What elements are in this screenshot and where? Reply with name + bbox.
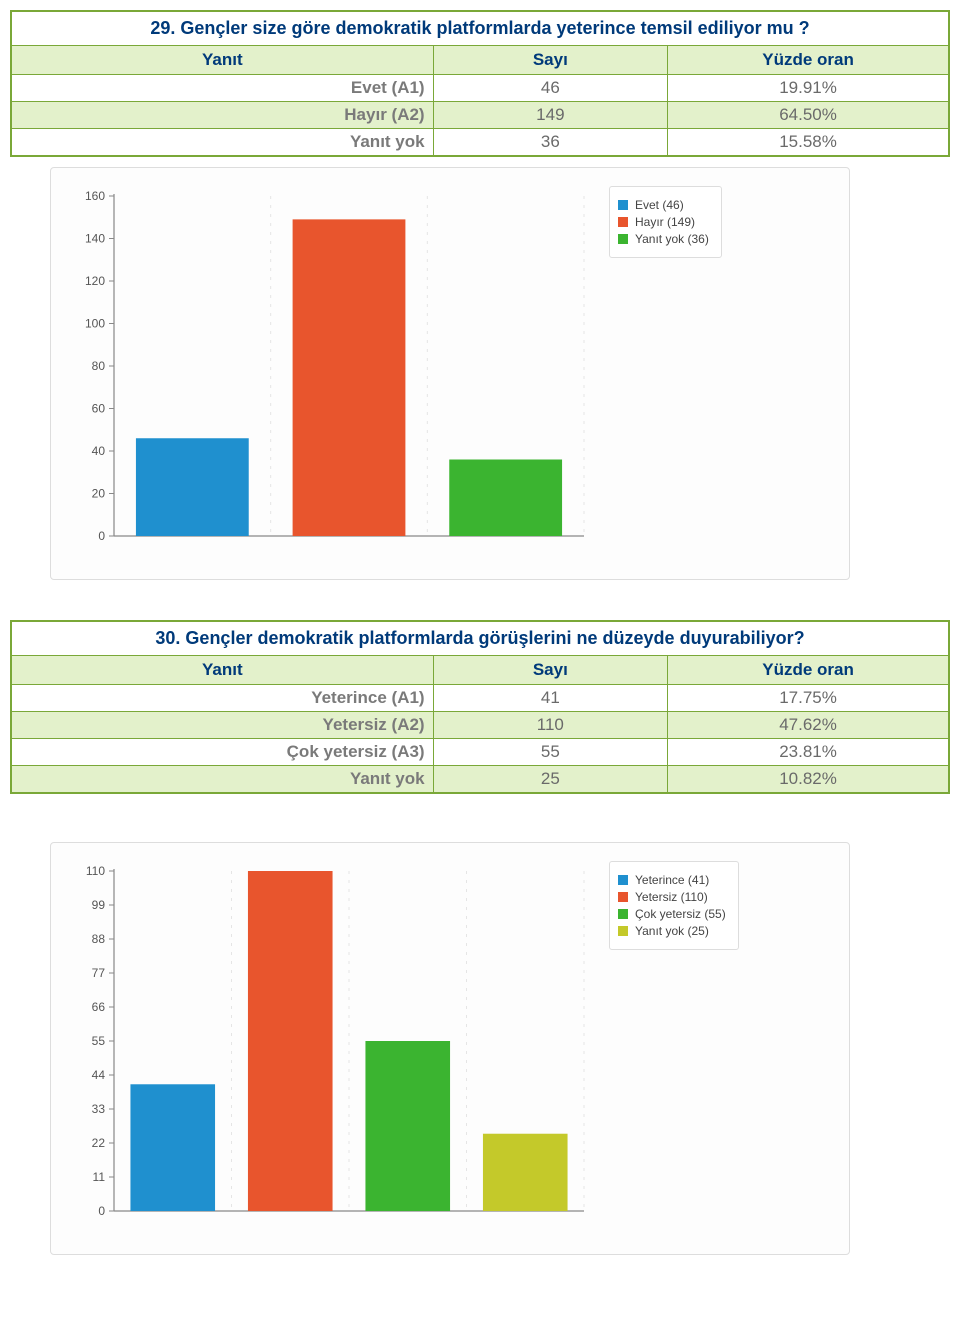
y-tick-label: 22	[92, 1136, 106, 1150]
legend-item: Yetersiz (110)	[618, 890, 726, 904]
answer-cell: Çok yetersiz (A3)	[11, 739, 433, 766]
count-cell: 36	[433, 129, 668, 157]
bar-chart-svg: 0 11 22 33 44 55 66 77 88 99 110	[69, 861, 589, 1221]
table-row: Çok yetersiz (A3)5523.81%	[11, 739, 949, 766]
q29-col-count: Sayı	[433, 46, 668, 75]
legend-label: Yeterince (41)	[635, 873, 709, 887]
pct-cell: 19.91%	[668, 75, 949, 102]
q30-col-count: Sayı	[433, 656, 668, 685]
y-tick-label: 160	[85, 189, 105, 203]
y-tick-label: 88	[92, 932, 106, 946]
y-tick-label: 60	[92, 402, 106, 416]
answer-cell: Yeterince (A1)	[11, 685, 433, 712]
bar-chart-svg: 0 20 40 60 80 100 120 140 160	[69, 186, 589, 546]
legend-item: Hayır (149)	[618, 215, 709, 229]
q30-title: 30. Gençler demokratik platformlarda gör…	[11, 621, 949, 656]
legend-label: Çok yetersiz (55)	[635, 907, 726, 921]
q29-col-pct: Yüzde oran	[668, 46, 949, 75]
count-cell: 110	[433, 712, 668, 739]
q30-chart-box: 0112233445566778899110 Yeterince (41)Yet…	[50, 842, 850, 1255]
q30-legend: Yeterince (41) Yetersiz (110) Çok yetersiz…	[609, 861, 739, 950]
count-cell: 149	[433, 102, 668, 129]
y-tick-label: 100	[85, 317, 105, 331]
bar	[449, 460, 562, 537]
table-row: Yanıt yok2510.82%	[11, 766, 949, 794]
q29-col-answer: Yanıt	[11, 46, 433, 75]
legend-label: Yanıt yok (36)	[635, 232, 709, 246]
legend-swatch	[618, 875, 628, 885]
bar	[136, 438, 249, 536]
legend-swatch	[618, 200, 628, 210]
y-tick-label: 55	[92, 1034, 106, 1048]
count-cell: 41	[433, 685, 668, 712]
legend-item: Yanıt yok (25)	[618, 924, 726, 938]
legend-swatch	[618, 217, 628, 227]
legend-swatch	[618, 234, 628, 244]
y-tick-label: 40	[92, 444, 106, 458]
y-tick-label: 11	[93, 1170, 106, 1184]
pct-cell: 10.82%	[668, 766, 949, 794]
q29-table: 29. Gençler size göre demokratik platfor…	[10, 10, 950, 157]
legend-item: Evet (46)	[618, 198, 709, 212]
q29-legend: Evet (46) Hayır (149) Yanıt yok (36)	[609, 186, 722, 258]
q30-plot: 0 11 22 33 44 55 66 77 88 99 110	[69, 861, 589, 1226]
table-row: Yeterince (A1)4117.75%	[11, 685, 949, 712]
q29-title: 29. Gençler size göre demokratik platfor…	[11, 11, 949, 46]
count-cell: 55	[433, 739, 668, 766]
pct-cell: 17.75%	[668, 685, 949, 712]
q30-table: 30. Gençler demokratik platformlarda gör…	[10, 620, 950, 794]
legend-label: Hayır (149)	[635, 215, 695, 229]
legend-swatch	[618, 926, 628, 936]
y-tick-label: 20	[92, 487, 106, 501]
count-cell: 25	[433, 766, 668, 794]
y-tick-label: 33	[92, 1102, 106, 1116]
legend-item: Yeterince (41)	[618, 873, 726, 887]
bar	[293, 219, 406, 536]
legend-label: Evet (46)	[635, 198, 684, 212]
answer-cell: Yanıt yok	[11, 129, 433, 157]
y-tick-label: 140	[85, 232, 105, 246]
q30-col-pct: Yüzde oran	[668, 656, 949, 685]
q29-chart-box: 0 20 40 60 80 100 120 140 160 Evet (46) Hayır (14…	[50, 167, 850, 580]
y-tick-label: 44	[92, 1068, 106, 1082]
y-tick-label: 77	[92, 966, 106, 980]
pct-cell: 64.50%	[668, 102, 949, 129]
table-row: Evet (A1)4619.91%	[11, 75, 949, 102]
count-cell: 46	[433, 75, 668, 102]
legend-swatch	[618, 909, 628, 919]
legend-label: Yetersiz (110)	[635, 890, 708, 904]
answer-cell: Evet (A1)	[11, 75, 433, 102]
bar	[248, 871, 333, 1211]
q29-plot: 0 20 40 60 80 100 120 140 160	[69, 186, 589, 551]
pct-cell: 15.58%	[668, 129, 949, 157]
bar	[483, 1134, 568, 1211]
legend-swatch	[618, 892, 628, 902]
y-tick-label: 0	[98, 529, 105, 543]
pct-cell: 47.62%	[668, 712, 949, 739]
bar	[130, 1084, 215, 1211]
table-row: Hayır (A2)14964.50%	[11, 102, 949, 129]
legend-item: Yanıt yok (36)	[618, 232, 709, 246]
answer-cell: Hayır (A2)	[11, 102, 433, 129]
legend-item: Çok yetersiz (55)	[618, 907, 726, 921]
y-tick-label: 120	[85, 274, 105, 288]
bar	[365, 1041, 450, 1211]
legend-label: Yanıt yok (25)	[635, 924, 709, 938]
y-tick-label: 66	[92, 1000, 106, 1014]
y-tick-label: 80	[92, 359, 106, 373]
answer-cell: Yanıt yok	[11, 766, 433, 794]
table-row: Yanıt yok3615.58%	[11, 129, 949, 157]
q30-col-answer: Yanıt	[11, 656, 433, 685]
table-row: Yetersiz (A2)11047.62%	[11, 712, 949, 739]
y-tick-label: 110	[86, 864, 105, 878]
answer-cell: Yetersiz (A2)	[11, 712, 433, 739]
y-tick-label: 99	[92, 898, 106, 912]
pct-cell: 23.81%	[668, 739, 949, 766]
y-tick-label: 0	[98, 1204, 105, 1218]
